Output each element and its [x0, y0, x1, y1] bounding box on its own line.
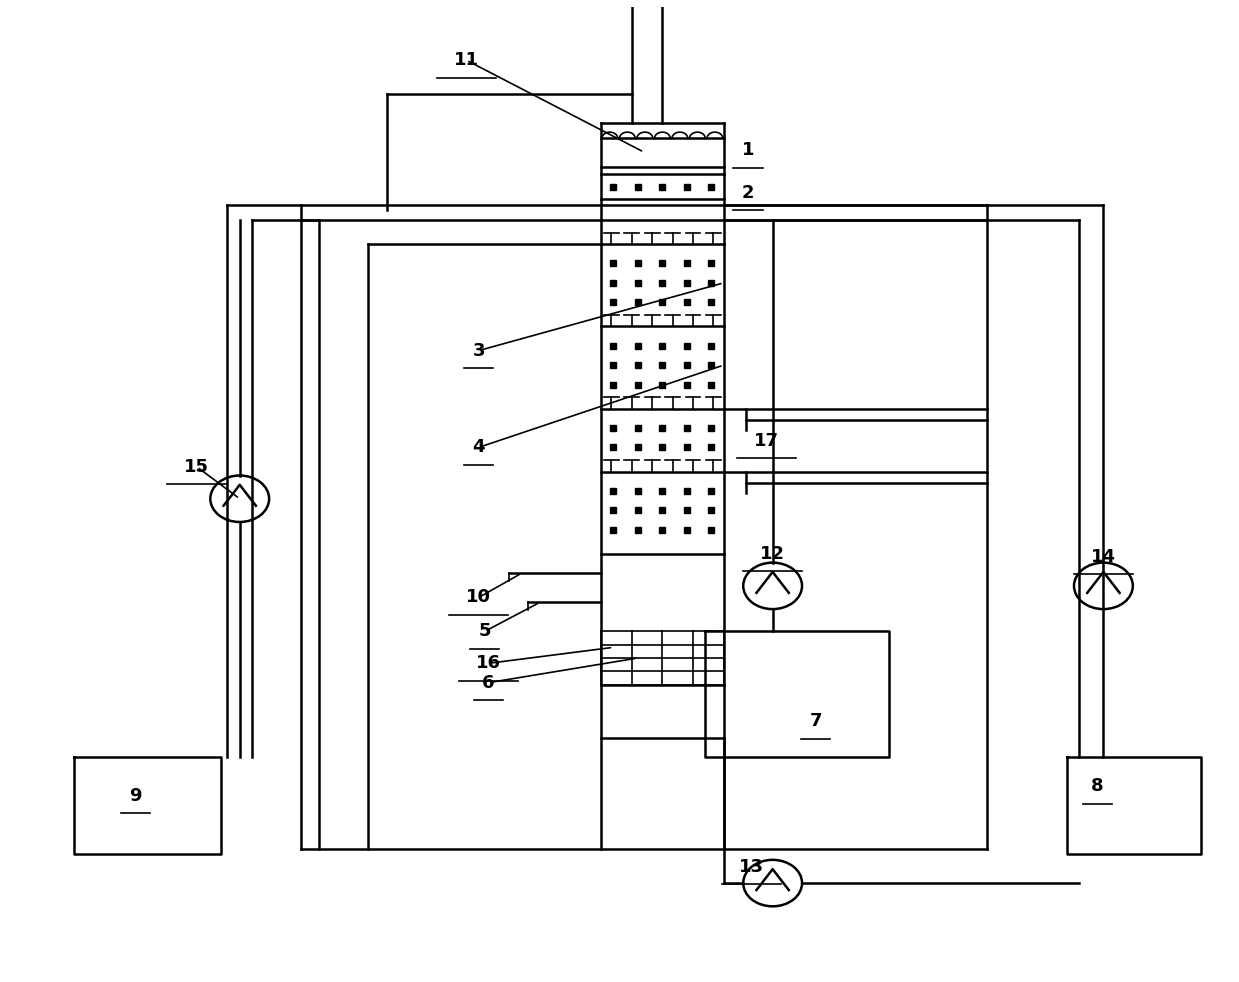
Text: 14: 14 [1090, 548, 1116, 566]
Text: 6: 6 [482, 674, 494, 691]
Text: 8: 8 [1092, 778, 1104, 795]
Text: 13: 13 [740, 857, 764, 876]
Text: 2: 2 [742, 184, 755, 202]
Text: 3: 3 [472, 342, 484, 359]
Text: 4: 4 [472, 438, 484, 457]
Text: 17: 17 [755, 432, 779, 450]
Text: 15: 15 [185, 458, 209, 476]
Text: 1: 1 [742, 141, 755, 159]
Text: 5: 5 [478, 623, 491, 640]
Text: 7: 7 [809, 712, 821, 731]
Text: 12: 12 [761, 545, 786, 563]
Text: 9: 9 [129, 787, 141, 805]
Text: 16: 16 [476, 654, 501, 673]
Text: 11: 11 [453, 51, 478, 69]
Text: 10: 10 [466, 588, 491, 607]
